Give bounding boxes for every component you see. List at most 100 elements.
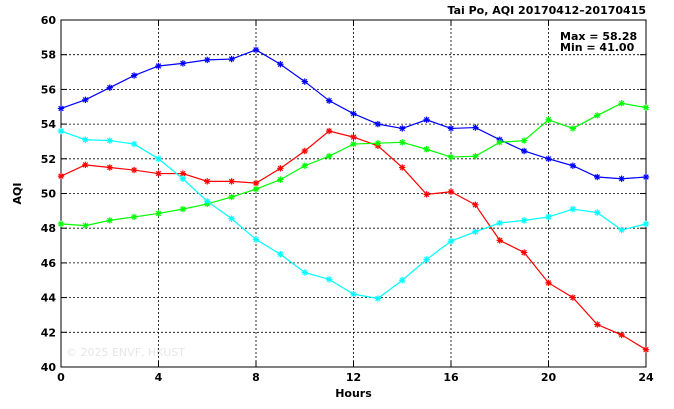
data-point <box>252 236 260 243</box>
series-4 <box>57 127 650 302</box>
data-point <box>82 222 89 229</box>
data-point <box>569 294 577 301</box>
data-point <box>423 146 430 153</box>
data-point <box>520 217 528 224</box>
data-point <box>155 62 162 70</box>
data-point <box>618 331 625 339</box>
data-point <box>496 139 503 146</box>
data-point <box>423 191 430 198</box>
data-point <box>374 295 382 302</box>
data-point <box>569 125 577 132</box>
data-point <box>325 152 333 160</box>
data-point <box>350 133 357 141</box>
y-tick-label: 60 <box>41 14 57 27</box>
data-point <box>399 164 406 171</box>
x-tick-label: 20 <box>541 371 557 384</box>
data-point <box>594 112 601 119</box>
data-point <box>642 346 650 353</box>
data-point <box>374 120 382 128</box>
data-point <box>228 178 235 185</box>
data-point <box>350 140 357 148</box>
y-tick-label: 50 <box>41 188 57 201</box>
series-3 <box>57 100 650 229</box>
grid <box>61 20 646 367</box>
data-point <box>642 173 650 181</box>
series-group <box>57 46 650 353</box>
data-point <box>423 256 430 263</box>
data-point <box>447 238 455 245</box>
data-point <box>472 228 479 235</box>
data-point <box>130 140 138 148</box>
data-point <box>57 220 65 228</box>
data-point <box>545 213 552 221</box>
y-tick-label: 48 <box>41 222 56 235</box>
y-tick-label: 42 <box>41 326 56 339</box>
max-stat: Max = 58.28 <box>560 30 637 43</box>
data-point <box>179 60 187 67</box>
data-point <box>618 100 625 107</box>
y-axis-label: AQI <box>11 183 24 205</box>
data-point <box>520 147 528 155</box>
data-point <box>447 153 455 161</box>
data-point <box>569 205 577 213</box>
y-tick-label: 40 <box>41 361 57 374</box>
data-point <box>642 104 650 111</box>
y-tick-label: 58 <box>41 49 56 62</box>
data-point <box>106 137 113 144</box>
data-point <box>228 55 235 63</box>
data-point <box>106 164 113 171</box>
data-point <box>472 124 479 131</box>
data-point <box>447 188 455 195</box>
data-point <box>496 237 503 244</box>
data-point <box>594 321 601 328</box>
y-tick-label: 56 <box>41 83 57 96</box>
data-point <box>155 155 162 162</box>
x-tick-label: 8 <box>252 371 260 384</box>
data-point <box>642 220 650 228</box>
data-point <box>545 116 552 123</box>
y-tick-label: 54 <box>41 118 57 131</box>
x-axis-label: Hours <box>335 387 372 400</box>
data-point <box>252 179 260 187</box>
data-point <box>106 217 113 224</box>
data-point <box>228 215 235 222</box>
data-point <box>179 205 187 213</box>
data-point <box>277 165 284 172</box>
data-point <box>57 127 65 135</box>
data-point <box>350 290 357 298</box>
data-point <box>472 201 479 208</box>
x-tick-label: 12 <box>346 371 361 384</box>
data-point <box>594 209 601 216</box>
data-point <box>57 105 65 112</box>
data-point <box>545 279 552 287</box>
data-point <box>545 155 552 162</box>
data-point <box>325 276 333 283</box>
data-point <box>472 152 479 160</box>
data-point <box>155 210 162 217</box>
data-point <box>325 127 333 135</box>
data-point <box>399 277 406 284</box>
y-tick-label: 46 <box>41 257 57 270</box>
data-point <box>301 162 308 169</box>
x-tick-label: 16 <box>443 371 459 384</box>
data-point <box>594 173 601 181</box>
data-point <box>350 110 357 117</box>
watermark: © 2025 ENVF, HKUST <box>66 346 185 359</box>
data-point <box>228 193 235 201</box>
data-point <box>520 249 528 256</box>
data-point <box>82 96 89 104</box>
data-point <box>277 176 284 183</box>
data-point <box>496 219 503 227</box>
data-point <box>106 84 113 91</box>
data-point <box>277 61 284 68</box>
data-point <box>301 78 308 85</box>
data-point <box>130 72 138 79</box>
data-point <box>204 198 211 205</box>
data-point <box>130 213 138 221</box>
y-tick-label: 52 <box>41 153 56 166</box>
data-point <box>423 116 430 123</box>
data-point <box>252 46 260 54</box>
data-point <box>399 139 406 146</box>
x-tick-label: 4 <box>155 371 163 384</box>
